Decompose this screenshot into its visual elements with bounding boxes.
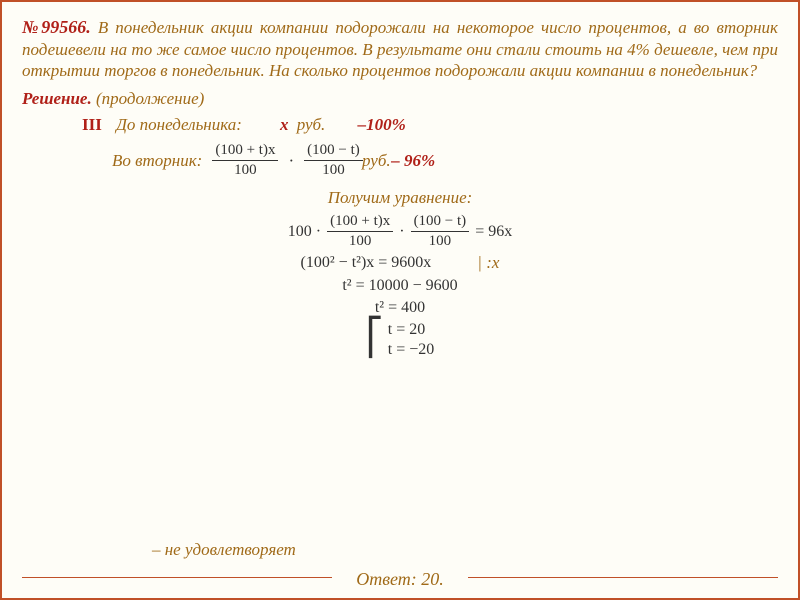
problem-slide: №99566. В понедельник акции компании под… bbox=[0, 0, 800, 600]
eq1-dot: · bbox=[399, 223, 404, 241]
eq2-body: (100² − t²)x = 9600x bbox=[301, 254, 432, 272]
equation-2: (100² − t²)x = 9600x | :x bbox=[22, 253, 778, 273]
equation-3: t² = 10000 − 9600 bbox=[22, 277, 778, 295]
roman-iii: III bbox=[82, 115, 102, 134]
equation-1: 100 · (100 + t)x 100 · (100 − t) 100 = 9… bbox=[22, 214, 778, 249]
frac2-den: 100 bbox=[319, 161, 348, 178]
not-satisfy-note: – не удовлетворяет bbox=[152, 540, 296, 560]
eq1-frac2: (100 − t) 100 bbox=[411, 214, 470, 249]
x-variable: x bbox=[280, 115, 289, 134]
eq1-100: 100 · bbox=[288, 223, 321, 241]
rub-label: руб. bbox=[292, 115, 325, 134]
eq5b: t = −20 bbox=[388, 341, 435, 359]
fraction-1: (100 + t)x 100 bbox=[212, 143, 278, 178]
eq2-annot: | :x bbox=[477, 253, 499, 273]
problem-number: №99566. bbox=[22, 17, 91, 37]
solution-label-cont: (продолжение) bbox=[92, 89, 205, 108]
eq4-body: t² = 400 bbox=[375, 299, 425, 317]
pct-96: – 96% bbox=[391, 151, 435, 171]
problem-statement: №99566. В понедельник акции компании под… bbox=[22, 16, 778, 81]
frac1-num: (100 + t)x bbox=[212, 143, 278, 161]
step-tuesday: Во вторник: (100 + t)x 100 руб. · (100 −… bbox=[112, 143, 778, 178]
frac1-den: 100 bbox=[231, 161, 260, 178]
answer-value: 20. bbox=[421, 569, 444, 589]
eq1-frac1: (100 + t)x 100 bbox=[327, 214, 393, 249]
eq1-rhs: = 96x bbox=[475, 223, 512, 241]
frac2-num: (100 − t) bbox=[304, 143, 363, 161]
tuesday-label: Во вторник: bbox=[112, 151, 202, 171]
step-iii-monday: III До понедельника: x руб. –100% bbox=[82, 115, 778, 135]
left-bracket-icon: ⎡ bbox=[366, 321, 384, 353]
monday-label: До понедельника: bbox=[116, 115, 242, 134]
eq3-body: t² = 10000 − 9600 bbox=[342, 277, 457, 295]
answer-footer: Ответ: 20. bbox=[2, 569, 798, 590]
equation-label: Получим уравнение: bbox=[22, 188, 778, 208]
fraction-2: (100 − t) 100 bbox=[304, 143, 363, 178]
problem-body: В понедельник акции компании подорожали … bbox=[22, 18, 778, 80]
rub-overlay: руб. bbox=[362, 151, 391, 171]
solution-label-bold: Решение. bbox=[22, 89, 92, 108]
bracket-content: t = 20 t = −20 bbox=[388, 321, 435, 359]
equation-5-bracket: ⎡ t = 20 t = −20 bbox=[22, 321, 778, 359]
eq5a: t = 20 bbox=[388, 321, 435, 339]
pct-100: –100% bbox=[358, 115, 406, 134]
answer-label: Ответ: bbox=[356, 569, 421, 589]
equation-4: t² = 400 bbox=[22, 299, 778, 317]
solution-heading: Решение. (продолжение) bbox=[22, 89, 778, 109]
